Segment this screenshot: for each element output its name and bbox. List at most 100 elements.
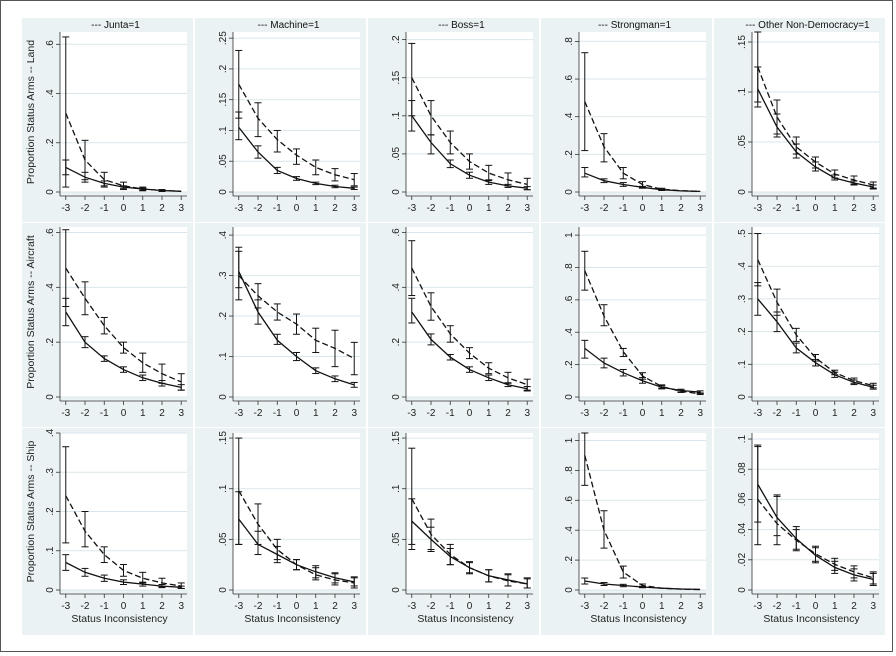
y-tick-label: 0 [218, 189, 229, 195]
x-tick-label: 2 [332, 203, 338, 214]
x-tick-label: 0 [813, 408, 819, 419]
y-tick-label: .5 [737, 229, 748, 238]
y-axis-title: Proportion Status Arms -- Aircraft [25, 235, 37, 389]
y-tick-label: .4 [564, 328, 575, 337]
x-tick-label: -2 [81, 203, 90, 214]
solid-series-line [238, 127, 355, 189]
y-tick-label: .2 [45, 507, 56, 516]
x-tick-label: 1 [659, 203, 665, 214]
y-tick-label: 0 [45, 587, 56, 593]
y-tick-label: 1 [564, 232, 575, 238]
y-tick-label: .4 [45, 89, 56, 98]
x-tick-label: -2 [600, 203, 609, 214]
x-tick-label: 0 [467, 601, 473, 612]
y-tick-label: .1 [218, 484, 229, 493]
x-tick-label: 2 [851, 203, 857, 214]
x-tick-label: -2 [773, 203, 782, 214]
x-tick-label: -2 [773, 408, 782, 419]
panel-r1-c2: 0 .05 .1 .15 .2 .25 -3 -2 -1 0 1 2 3 --- Machine=1 [195, 18, 366, 222]
panel-r3-c5: 0 .02 .04 .06 .08 .1 -3 -2 -1 0 1 2 3 Status Inconsis… [714, 428, 885, 635]
x-tick-label: -2 [773, 601, 782, 612]
x-tick-label: 2 [851, 408, 857, 419]
x-tick-label: 3 [870, 601, 876, 612]
panel-r1-c3: 0 .05 .1 .15 .2 -3 -2 -1 0 1 2 3 --- Boss=1 [368, 18, 539, 222]
x-tick-label: -1 [792, 203, 801, 214]
dashed-series-line [411, 77, 528, 186]
y-tick-label: .25 [218, 31, 229, 45]
solid-series-line [757, 88, 874, 188]
x-axis-title: Status Inconsistency [763, 613, 860, 625]
x-tick-label: 1 [313, 203, 319, 214]
x-tick-label: 3 [351, 408, 357, 419]
y-tick-label: .2 [564, 555, 575, 564]
plot-area [752, 433, 879, 590]
dashed-series-line [411, 267, 528, 386]
x-tick-label: 2 [678, 601, 684, 612]
x-tick-label: -2 [427, 601, 436, 612]
x-tick-label: 3 [524, 601, 530, 612]
x-tick-label: -3 [407, 408, 416, 419]
y-tick-label: .6 [45, 40, 56, 49]
x-tick-label: 0 [467, 203, 473, 214]
panel-r1-c5: 0 .05 .1 .15 -3 -2 -1 0 1 2 3 --- Other Non-Democra… [714, 18, 885, 222]
panel-title: --- Strongman=1 [598, 20, 672, 31]
y-tick-label: .4 [391, 283, 402, 292]
x-tick-label: 1 [659, 601, 665, 612]
solid-series-line [757, 483, 874, 581]
x-tick-label: 1 [659, 408, 665, 419]
x-tick-label: -2 [254, 601, 263, 612]
x-tick-label: -1 [100, 408, 109, 419]
x-tick-label: 1 [140, 601, 146, 612]
y-tick-label: .1 [218, 126, 229, 135]
x-tick-label: 3 [178, 203, 184, 214]
dashed-series-line [65, 495, 182, 587]
y-tick-label: .15 [391, 431, 402, 445]
x-tick-label: 1 [140, 203, 146, 214]
x-tick-label: 0 [813, 203, 819, 214]
y-tick-label: .2 [391, 35, 402, 44]
x-tick-label: 2 [678, 203, 684, 214]
y-tick-label: .15 [218, 92, 229, 106]
x-tick-label: -3 [753, 203, 762, 214]
y-tick-label: .1 [737, 360, 748, 369]
x-axis-title: Status Inconsistency [417, 613, 514, 625]
y-tick-label: 0 [391, 189, 402, 195]
y-tick-label: .2 [45, 138, 56, 147]
x-tick-label: -3 [61, 601, 70, 612]
x-tick-label: -2 [81, 601, 90, 612]
x-tick-label: 3 [351, 203, 357, 214]
x-tick-label: 1 [832, 408, 838, 419]
y-tick-label: .8 [564, 37, 575, 46]
y-tick-label: .2 [564, 360, 575, 369]
plot-area [579, 227, 706, 397]
x-tick-label: -2 [600, 408, 609, 419]
x-tick-label: -1 [100, 203, 109, 214]
y-tick-label: .6 [564, 496, 575, 505]
y-tick-label: .2 [218, 311, 229, 320]
x-tick-label: -1 [619, 203, 628, 214]
x-tick-label: -2 [427, 408, 436, 419]
y-tick-label: 0 [45, 189, 56, 195]
y-tick-label: 0 [218, 394, 229, 400]
x-tick-label: 2 [159, 408, 165, 419]
panel-r3-c4: 0 .2 .4 .6 .8 1 -3 -2 -1 0 1 2 3 Status Inconsistency [541, 428, 712, 635]
x-tick-label: -1 [100, 601, 109, 612]
x-tick-label: 2 [678, 408, 684, 419]
dashed-series-line [238, 275, 355, 360]
x-tick-label: 0 [121, 203, 127, 214]
y-tick-label: .2 [391, 338, 402, 347]
y-tick-label: .6 [564, 74, 575, 83]
x-tick-label: 1 [486, 601, 492, 612]
y-tick-label: .05 [737, 135, 748, 149]
y-tick-label: .05 [391, 147, 402, 161]
y-tick-label: .6 [564, 295, 575, 304]
y-tick-label: .2 [45, 338, 56, 347]
x-tick-label: 1 [832, 601, 838, 612]
panel-r2-c4: 0 .2 .4 .6 .8 1 -3 -2 -1 0 1 2 3 [541, 223, 712, 427]
x-tick-label: 3 [870, 203, 876, 214]
plot-area [60, 32, 187, 192]
y-tick-label: 0 [391, 587, 402, 593]
y-tick-label: .8 [564, 263, 575, 272]
y-tick-label: .3 [737, 294, 748, 303]
